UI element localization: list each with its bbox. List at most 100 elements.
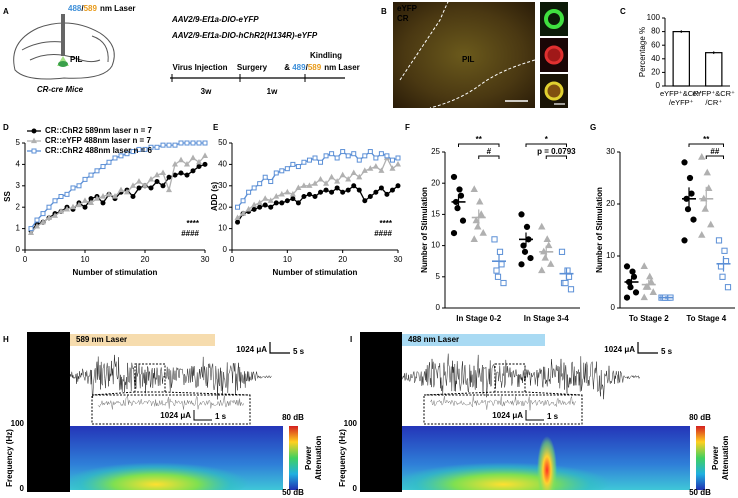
marker	[318, 159, 324, 165]
marker	[306, 157, 312, 163]
freq-tick-label: 100	[344, 419, 358, 428]
marker	[646, 272, 654, 280]
marker	[312, 155, 318, 161]
marker	[474, 222, 482, 230]
marker	[395, 183, 401, 189]
marker	[64, 191, 70, 197]
marker	[715, 237, 723, 244]
marker	[284, 166, 290, 172]
y-tick-label: 20	[606, 199, 615, 208]
colorbar-top: 80 dB	[282, 413, 304, 422]
marker	[493, 267, 500, 274]
marker	[389, 187, 395, 193]
colorbar-label: Power	[304, 446, 313, 470]
marker	[148, 185, 154, 191]
marker	[240, 210, 247, 216]
marker	[334, 155, 340, 161]
marker	[312, 194, 318, 199]
marker	[112, 155, 118, 161]
bar	[672, 31, 690, 87]
marker	[262, 202, 268, 208]
freq-axis-label: Frequency (Hz)	[338, 429, 347, 487]
marker	[496, 248, 504, 255]
marker	[518, 261, 525, 268]
marker	[378, 185, 384, 191]
significance-bracket	[458, 143, 500, 147]
marker	[491, 236, 498, 243]
marker	[135, 178, 143, 184]
marker	[356, 173, 363, 180]
marker	[684, 206, 692, 213]
y-tick-label: 3	[16, 181, 21, 190]
cell-green	[544, 9, 564, 29]
y-tick-label: 5	[16, 138, 21, 147]
marker	[295, 164, 301, 170]
marker	[384, 153, 390, 159]
legend-marker	[31, 128, 37, 134]
marker	[75, 201, 83, 208]
marker	[629, 268, 636, 275]
y-axis-label: SS	[3, 191, 12, 202]
y-tick-label: 0	[16, 245, 21, 254]
y-tick-label: 0	[656, 81, 661, 90]
marker	[189, 154, 197, 161]
scale-bar	[525, 410, 544, 421]
significance-bracket	[705, 155, 724, 159]
separator: /	[81, 4, 84, 13]
marker	[154, 144, 160, 150]
marker	[300, 182, 307, 188]
y-tick-label: 10	[606, 251, 615, 260]
marker	[701, 205, 709, 212]
marker	[262, 174, 268, 180]
eeg-trace	[401, 353, 640, 400]
marker	[688, 190, 695, 197]
wavelength-orange: 589	[308, 63, 322, 72]
marker	[719, 273, 726, 280]
scale-bar	[269, 342, 290, 354]
marker	[190, 168, 196, 174]
marker	[306, 182, 313, 188]
marker	[142, 146, 148, 152]
marker	[27, 229, 35, 235]
virus-control: AAV2/9-Ef1a-DIO-eYFP	[171, 15, 259, 24]
panel-label: C	[620, 7, 626, 16]
scale-bar	[637, 342, 658, 354]
mouse-label: CR-cre Mice	[37, 85, 84, 94]
marker	[123, 188, 131, 195]
marker	[527, 254, 534, 262]
y-tick-label: 15	[431, 210, 440, 219]
marker	[362, 198, 368, 204]
legend-label: CR::ChR2 589nm laser n = 7	[45, 126, 152, 135]
scale-time: 5 s	[661, 347, 673, 356]
scale-time: 5 s	[293, 347, 305, 356]
marker	[34, 217, 40, 223]
marker	[160, 183, 166, 189]
laser-bar	[70, 334, 215, 346]
marker	[334, 178, 341, 184]
marker	[301, 194, 307, 199]
timeline-step: Surgery	[237, 63, 268, 72]
y-tick-label: 25	[431, 147, 440, 156]
marker	[184, 140, 190, 146]
marker	[268, 179, 274, 185]
marker	[394, 160, 402, 167]
marker	[201, 152, 209, 158]
y-tick-label: 5	[436, 272, 441, 281]
marker	[707, 220, 715, 228]
y-tick-label: 1	[16, 224, 21, 233]
baseline-block	[27, 332, 70, 492]
y-tick-label: 30	[218, 181, 227, 190]
marker	[362, 153, 368, 159]
marker	[345, 153, 351, 159]
marker	[470, 235, 478, 242]
marker	[459, 217, 467, 224]
marker	[268, 204, 274, 210]
marker	[94, 168, 100, 174]
y-tick-label: 4	[16, 160, 21, 169]
laser-unit: nm Laser	[100, 4, 136, 13]
cell-red	[544, 45, 564, 65]
scale-time: 1 s	[215, 412, 227, 421]
marker	[147, 175, 155, 182]
marker	[558, 248, 566, 255]
